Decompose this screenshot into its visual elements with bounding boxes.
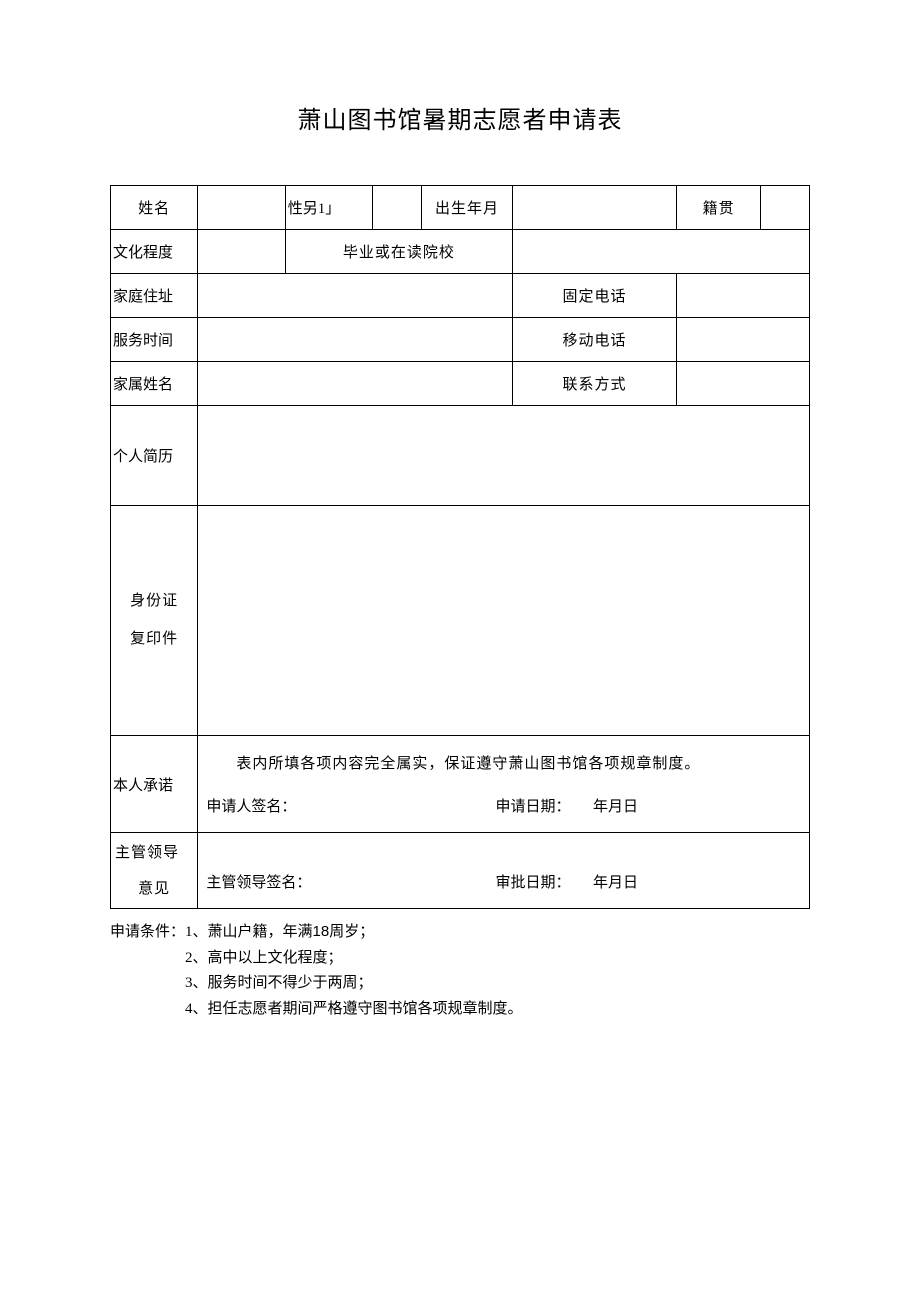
contact-value <box>677 362 810 406</box>
leader-label-line1: 主管领导 <box>115 835 193 871</box>
condition-item-3: 4、担任志愿者期间严格遵守图书馆各项规章制度。 <box>110 997 810 1023</box>
school-label: 毕业或在读院校 <box>285 230 512 274</box>
phone-label: 固定电话 <box>512 274 676 318</box>
name-value <box>198 186 285 230</box>
contact-label: 联系方式 <box>512 362 676 406</box>
id-value <box>198 506 810 736</box>
origin-label: 籍贯 <box>677 186 761 230</box>
birth-label: 出生年月 <box>422 186 513 230</box>
family-label: 家属姓名 <box>111 362 198 406</box>
promise-cell: 表内所填各项内容完全属实，保证遵守萧山图书馆各项规章制度。 申请人签名： 申请日… <box>198 736 810 833</box>
service-value <box>198 318 513 362</box>
addr-value <box>198 274 513 318</box>
mobile-value <box>677 318 810 362</box>
birth-value <box>512 186 676 230</box>
gender-label: 性另1」 <box>285 186 372 230</box>
school-value <box>512 230 809 274</box>
id-label: 身份证 复印件 <box>111 506 198 736</box>
id-label-line1: 身份证 <box>115 583 193 621</box>
application-table: 姓名 性另1」 出生年月 籍贯 文化程度 毕业或在读院校 家庭住址 固定电话 服… <box>110 185 810 909</box>
leader-label-line2: 意见 <box>115 871 193 907</box>
addr-label: 家庭住址 <box>111 274 198 318</box>
edu-label: 文化程度 <box>111 230 198 274</box>
phone-value <box>677 274 810 318</box>
conditions-prefix: 申请条件： <box>110 924 185 940</box>
id-label-line2: 复印件 <box>115 621 193 659</box>
origin-value <box>761 186 810 230</box>
name-label: 姓名 <box>111 186 198 230</box>
condition-item-2: 3、服务时间不得少于两周； <box>110 971 810 997</box>
edu-value <box>198 230 285 274</box>
apply-date-value: 年月日 <box>593 799 638 815</box>
gender-value <box>373 186 422 230</box>
conditions-section: 申请条件：1、萧山户籍，年满18周岁； 2、高中以上文化程度； 3、服务时间不得… <box>110 919 810 1022</box>
promise-text: 表内所填各项内容完全属实，保证遵守萧山图书馆各项规章制度。 <box>206 748 801 781</box>
resume-label: 个人简历 <box>111 406 198 506</box>
form-title: 萧山图书馆暑期志愿者申请表 <box>110 100 810 135</box>
apply-date-label: 申请日期： <box>496 799 571 815</box>
approve-date-value: 年月日 <box>593 875 638 891</box>
applicant-sig-label: 申请人签名： <box>206 799 296 815</box>
promise-label: 本人承诺 <box>111 736 198 833</box>
condition-item-0: 1、萧山户籍，年满18周岁； <box>185 924 374 940</box>
service-label: 服务时间 <box>111 318 198 362</box>
leader-label: 主管领导 意见 <box>111 833 198 909</box>
condition-item-1: 2、高中以上文化程度； <box>110 946 810 972</box>
family-value <box>198 362 513 406</box>
approve-date-label: 审批日期： <box>496 875 571 891</box>
resume-value <box>198 406 810 506</box>
leader-cell: 主管领导签名： 审批日期： 年月日 <box>198 833 810 909</box>
leader-sig-label: 主管领导签名： <box>206 875 311 891</box>
mobile-label: 移动电话 <box>512 318 676 362</box>
